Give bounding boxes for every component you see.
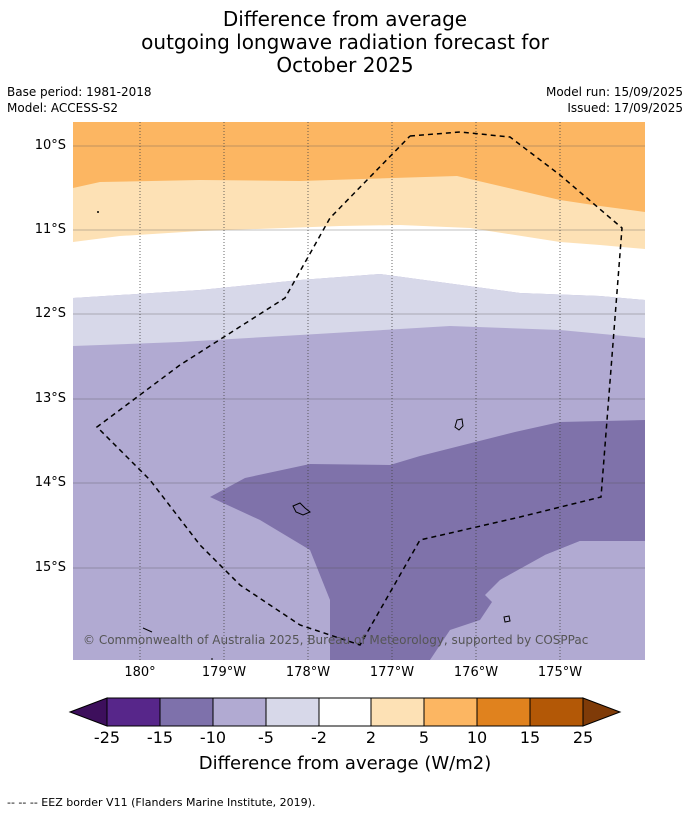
lat-label-5: 15°S: [34, 560, 66, 575]
colorbar-arrow-right: [582, 697, 622, 727]
island-wallis-4: [142, 627, 153, 633]
colorbar-bin-2: [213, 698, 266, 726]
cb-tick-8: 15: [519, 728, 541, 747]
title-line-3: October 2025: [276, 53, 414, 77]
island-wallis-3: [503, 615, 511, 623]
lat-label-1: 11°S: [34, 222, 66, 237]
cb-tick-9: 25: [572, 728, 594, 747]
lat-label-3: 13°S: [34, 391, 66, 406]
chart-title: Difference from average outgoing longwav…: [0, 8, 690, 77]
colorbar-label: Difference from average (W/m2): [198, 753, 492, 774]
cb-tick-6: 5: [418, 728, 430, 747]
copyright-text: © Commonwealth of Australia 2025, Bureau…: [83, 633, 589, 647]
colorbar-outline: [106, 697, 584, 727]
cb-tick-4: -2: [311, 728, 327, 747]
colorbar-bin-3: [266, 698, 319, 726]
meta-right: Model run: 15/09/2025 Issued: 17/09/2025: [546, 84, 683, 116]
footer-note: -- -- -- EEZ border V11 (Flanders Marine…: [7, 796, 316, 809]
cb-tick-0: -25: [93, 728, 121, 747]
lat-label-2: 12°S: [34, 306, 66, 321]
colorbar-bin-7: [477, 698, 530, 726]
cb-tick-1: -15: [146, 728, 174, 747]
island-wallis-2: [292, 502, 311, 516]
colorbar-bin-4: [319, 698, 371, 726]
cb-tick-7: 10: [466, 728, 488, 747]
lon-label-0: 180°: [124, 665, 156, 680]
title-line-1: Difference from average: [222, 7, 468, 31]
lon-label-1: 179°W: [201, 665, 247, 680]
band-neg-15-10: [210, 420, 645, 660]
lon-label-3: 177°W: [369, 665, 415, 680]
island-wallis-1: [454, 418, 464, 431]
colorbar-bin-1: [160, 698, 213, 726]
lat-gridlines: [73, 145, 645, 569]
title-line-2: outgoing longwave radiation forecast for: [141, 30, 549, 54]
cb-tick-3: -5: [258, 728, 274, 747]
island-wallis-5: [97, 211, 99, 213]
colorbar-bin-5: [371, 698, 424, 726]
cb-tick-2: -10: [199, 728, 227, 747]
model-run: Model run: 15/09/2025: [545, 85, 683, 99]
band-neg-5-2: [73, 274, 645, 346]
cb-tick-5: 2: [365, 728, 377, 747]
lat-label-4: 14°S: [34, 475, 66, 490]
base-period: Base period: 1981-2018: [7, 85, 152, 99]
band-pos-5-10: [73, 122, 645, 212]
lat-label-0: 10°S: [34, 138, 66, 153]
band-pocket: [485, 541, 645, 660]
colorbar-bin-6: [424, 698, 477, 726]
colorbar-dividers: [159, 698, 531, 726]
colorbar-arrow-left: [68, 697, 108, 727]
model-name: Model: ACCESS-S2: [7, 101, 119, 115]
meta-left: Base period: 1981-2018 Model: ACCESS-S2: [7, 84, 152, 116]
issued-date: Issued: 17/09/2025: [567, 101, 683, 115]
lon-label-2: 178°W: [285, 665, 331, 680]
colorbar-bin-0: [107, 698, 160, 726]
lon-label-4: 176°W: [453, 665, 499, 680]
lon-label-5: 175°W: [537, 665, 583, 680]
colorbar-bin-8: [530, 698, 583, 726]
